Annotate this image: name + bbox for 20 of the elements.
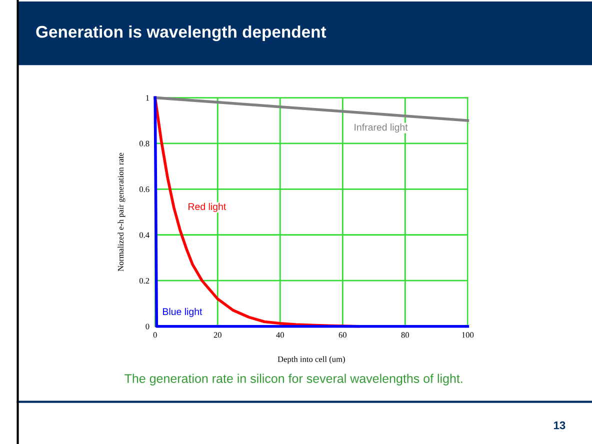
series-label: Red light [188, 202, 226, 212]
x-axis-title: Depth into cell (um) [278, 356, 345, 364]
y-tick-label: 1 [146, 95, 150, 101]
x-tick-label: 0 [153, 332, 157, 338]
y-tick-label: 0.2 [139, 278, 150, 284]
y-axis-title: Normalized e-h pair generation rate [118, 152, 126, 272]
y-tick-label: 0.6 [139, 186, 150, 192]
text: The generation rate in silicon for several wavelengths of light. [124, 374, 462, 386]
y-tick-label: 0 [146, 324, 150, 330]
chart-title: Generation is wavelength dependent [36, 25, 326, 42]
text: 13 [554, 421, 566, 430]
series-label: Blue light [163, 308, 202, 317]
y-tick-label: 0.8 [139, 140, 150, 146]
x-tick-label: 20 [214, 332, 222, 338]
series-label: Infrared light [354, 124, 408, 133]
y-tick-label: 0.4 [139, 232, 150, 238]
x-tick-label: 60 [338, 332, 346, 338]
x-tick-label: 80 [401, 332, 410, 338]
x-tick-label: 40 [276, 332, 284, 338]
x-tick-label: 100 [462, 332, 474, 338]
